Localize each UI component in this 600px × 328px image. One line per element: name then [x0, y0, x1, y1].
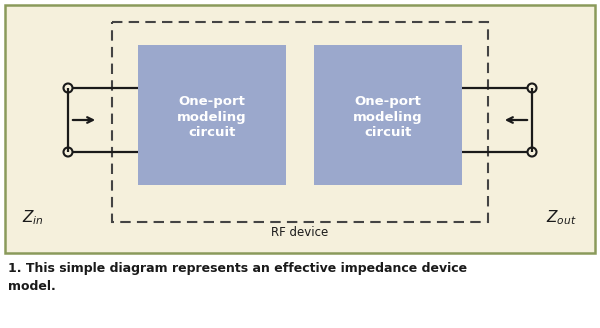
Text: circuit: circuit	[364, 127, 412, 139]
Text: One-port: One-port	[179, 94, 245, 108]
Text: modeling: modeling	[353, 111, 423, 124]
Text: model.: model.	[8, 280, 56, 293]
Bar	[314, 45, 462, 185]
Text: One-port: One-port	[355, 94, 421, 108]
Text: 1. This simple diagram represents an effective impedance device: 1. This simple diagram represents an eff…	[8, 262, 467, 275]
Text: RF device: RF device	[271, 226, 329, 238]
Bar	[112, 22, 488, 222]
Text: $Z_{in}$: $Z_{in}$	[22, 209, 44, 227]
Bar	[138, 45, 286, 185]
Text: modeling: modeling	[177, 111, 247, 124]
Text: $Z_{out}$: $Z_{out}$	[546, 209, 577, 227]
Bar	[5, 5, 595, 253]
Text: circuit: circuit	[188, 127, 236, 139]
